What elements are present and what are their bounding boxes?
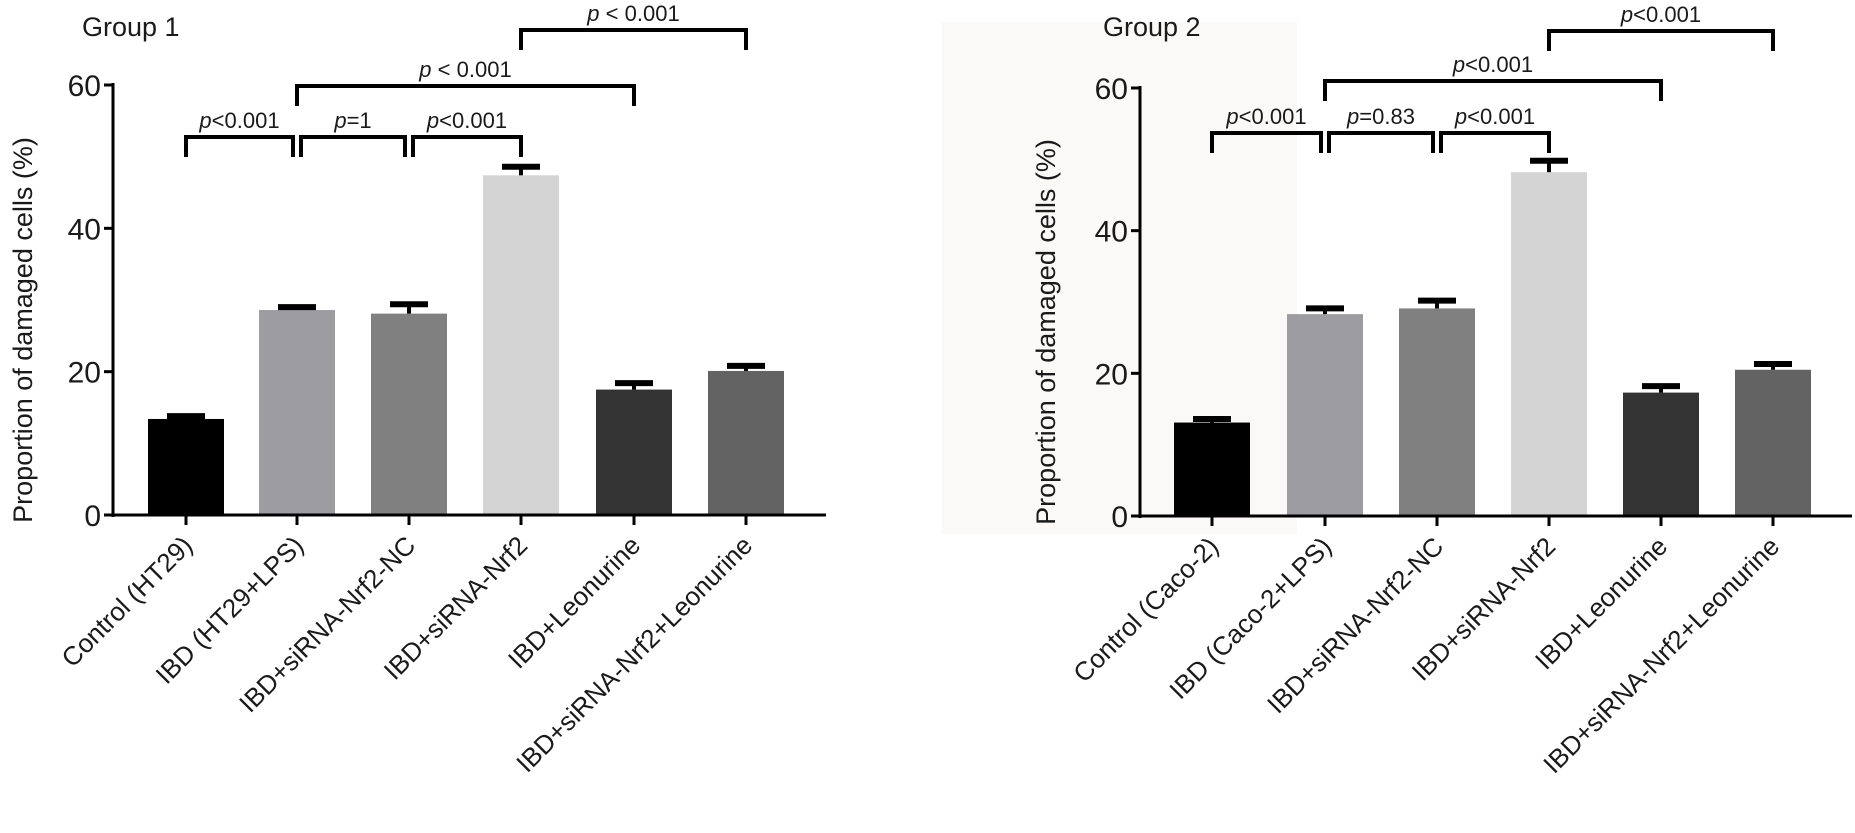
bar xyxy=(1287,314,1363,516)
p-value: <0.001 xyxy=(1467,104,1535,129)
p-symbol: p xyxy=(1225,104,1238,129)
bar xyxy=(1399,308,1475,516)
y-tick-label: 20 xyxy=(68,357,101,390)
y-tick-label: 40 xyxy=(1095,216,1128,249)
bar xyxy=(1174,422,1250,516)
y-tick-label: 40 xyxy=(68,213,101,246)
significance-bracket xyxy=(184,135,295,157)
significance-bracket xyxy=(299,135,407,157)
p-value: < 0.001 xyxy=(600,1,680,26)
panel-2-title: Group 2 xyxy=(1103,12,1201,42)
p-symbol: p xyxy=(418,57,431,82)
bar xyxy=(596,389,672,515)
significance-bracket xyxy=(1210,131,1323,153)
p-value: <0.001 xyxy=(1633,2,1701,27)
significance-label: p<0.001 xyxy=(426,108,507,133)
bar xyxy=(259,310,335,515)
significance-bracket xyxy=(1547,29,1775,51)
panel-1-title: Group 1 xyxy=(82,12,180,42)
bar xyxy=(708,370,784,515)
p-value: <0.001 xyxy=(439,108,507,133)
significance-bracket xyxy=(411,135,523,157)
p-value: =0.83 xyxy=(1359,104,1415,129)
p-symbol: p xyxy=(198,108,211,133)
p-symbol: p xyxy=(333,108,346,133)
significance-label: p=0.83 xyxy=(1346,104,1415,129)
bar xyxy=(371,313,447,515)
bar xyxy=(1623,392,1699,516)
bar xyxy=(1735,369,1811,516)
y-axis-label: Proportion of damaged cells (%) xyxy=(1031,139,1061,525)
y-tick-label: 0 xyxy=(1111,501,1128,534)
bar xyxy=(148,418,224,515)
significance-bracket xyxy=(519,28,748,50)
significance-label: p < 0.001 xyxy=(586,1,679,26)
significance-label: p<0.001 xyxy=(198,108,279,133)
y-tick-label: 60 xyxy=(1095,73,1128,106)
p-symbol: p xyxy=(1346,104,1359,129)
y-tick-label: 60 xyxy=(68,70,101,103)
significance-label: p<0.001 xyxy=(1620,2,1701,27)
significance-label: p < 0.001 xyxy=(418,57,511,82)
x-tick-label: IBD+siRNA-Nrf2+Leonurine xyxy=(510,530,758,778)
p-value: < 0.001 xyxy=(432,57,512,82)
y-tick-label: 20 xyxy=(1095,358,1128,391)
significance-bracket xyxy=(1439,131,1551,153)
significance-label: p<0.001 xyxy=(1452,52,1533,77)
bar xyxy=(1511,172,1587,516)
significance-bracket xyxy=(295,84,636,106)
p-symbol: p xyxy=(586,1,599,26)
p-value: <0.001 xyxy=(1465,52,1533,77)
bar xyxy=(483,175,559,516)
p-symbol: p xyxy=(1454,104,1467,129)
p-symbol: p xyxy=(426,108,439,133)
x-tick-label: IBD+siRNA-Nrf2+Leonurine xyxy=(1537,531,1785,779)
p-value: <0.001 xyxy=(1239,104,1307,129)
significance-label: p=1 xyxy=(333,108,371,133)
significance-bracket xyxy=(1327,131,1435,153)
p-value: <0.001 xyxy=(212,108,280,133)
y-tick-label: 0 xyxy=(84,500,101,533)
p-symbol: p xyxy=(1452,52,1465,77)
y-axis-label: Proportion of damaged cells (%) xyxy=(8,137,38,523)
p-symbol: p xyxy=(1620,2,1633,27)
significance-label: p<0.001 xyxy=(1225,104,1306,129)
significance-bracket xyxy=(1323,79,1663,101)
significance-label: p<0.001 xyxy=(1454,104,1535,129)
p-value: =1 xyxy=(347,108,372,133)
